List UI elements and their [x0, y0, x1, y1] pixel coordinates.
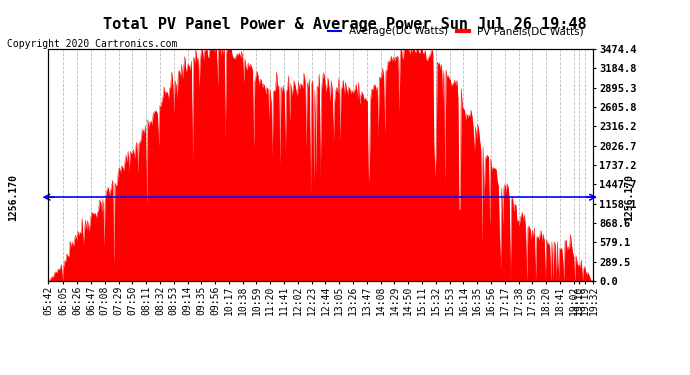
Text: Total PV Panel Power & Average Power Sun Jul 26 19:48: Total PV Panel Power & Average Power Sun…	[104, 17, 586, 32]
Text: 1256.170: 1256.170	[8, 174, 18, 221]
Text: 1256.170: 1256.170	[624, 174, 634, 221]
Legend: Average(DC Watts), PV Panels(DC Watts): Average(DC Watts), PV Panels(DC Watts)	[324, 22, 588, 40]
Text: Copyright 2020 Cartronics.com: Copyright 2020 Cartronics.com	[7, 39, 177, 50]
